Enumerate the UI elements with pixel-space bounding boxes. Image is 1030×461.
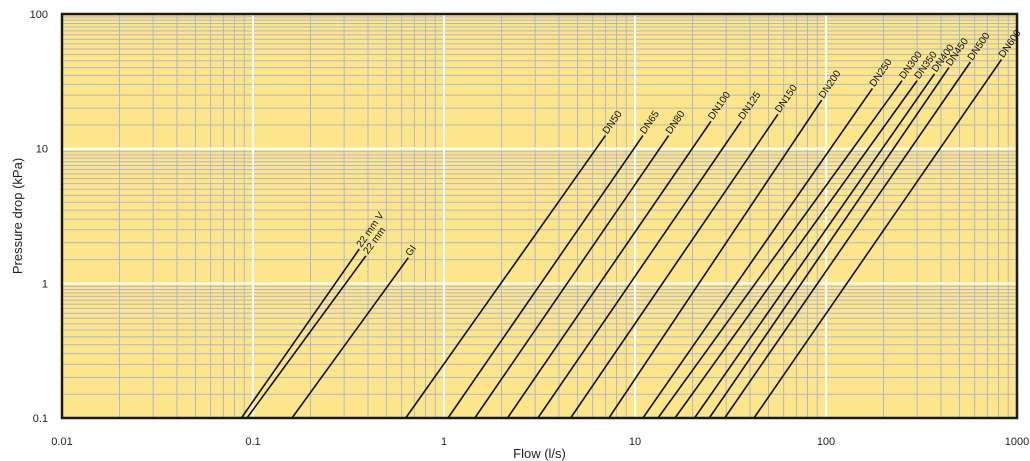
series-line <box>240 248 360 419</box>
x-tick-label: 0.1 <box>245 436 260 448</box>
series-line <box>753 58 1003 419</box>
y-axis: 0.1 1 10 100 <box>30 9 48 425</box>
series-lines <box>240 58 1003 419</box>
plot-frame <box>60 12 1019 420</box>
x-tick-label: 1000 <box>1005 436 1029 448</box>
x-tick-label: 1 <box>441 436 447 448</box>
y-axis-label: Pressure drop (kPa) <box>10 158 25 274</box>
series-line <box>657 80 903 419</box>
series-label: GI <box>404 243 419 258</box>
series-line <box>537 120 742 419</box>
y-tick-label: 10 <box>36 144 48 156</box>
series-line <box>724 61 972 419</box>
x-axis-label: Flow (l/s) <box>513 446 566 461</box>
series-line <box>674 80 918 419</box>
series-line <box>569 113 779 419</box>
y-tick-label: 0.1 <box>33 413 48 425</box>
y-tick-label: 100 <box>30 9 48 21</box>
series-line <box>405 135 607 419</box>
minor-grid <box>62 14 1017 418</box>
x-axis: 0.01 0.1 1 10 100 1000 <box>51 436 1029 448</box>
y-tick-label: 1 <box>42 278 48 290</box>
series-line <box>693 73 936 419</box>
series-line <box>246 255 367 419</box>
series-line <box>291 257 409 419</box>
plot-area <box>62 14 1017 418</box>
series-line <box>474 135 670 419</box>
x-tick-label: 10 <box>629 436 641 448</box>
series-line <box>608 99 823 419</box>
x-tick-label: 100 <box>817 436 835 448</box>
series-line <box>642 87 874 419</box>
series-line <box>506 120 712 419</box>
series-line <box>447 135 644 419</box>
x-tick-label: 0.01 <box>51 436 72 448</box>
series-line <box>708 67 950 419</box>
